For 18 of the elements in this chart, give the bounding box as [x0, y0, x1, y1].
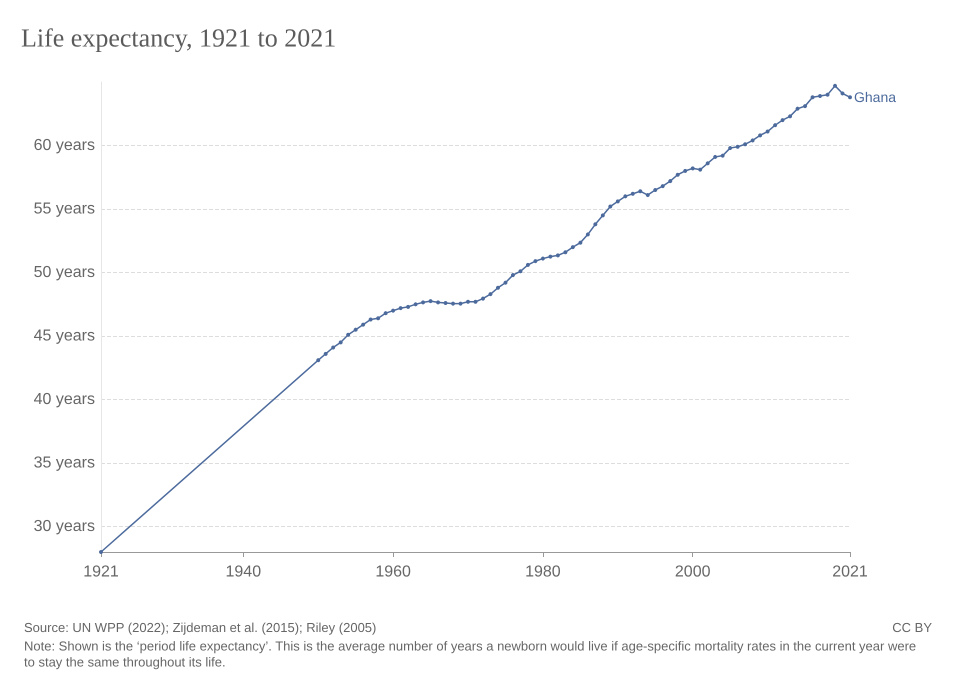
x-tick-label: 1960	[375, 564, 412, 580]
x-tick-label: 2000	[674, 564, 711, 580]
y-tick-label: 45 years	[34, 328, 95, 345]
x-tick-label: 2021	[832, 564, 868, 580]
chart-title: Life expectancy, 1921 to 2021	[21, 24, 336, 52]
text: CC BY	[892, 620, 932, 635]
source-note: Source: UN WPP (2022); Zijdeman et al. (2015); Riley (2005)	[24, 620, 376, 635]
x-tick-label: 1921	[83, 564, 119, 580]
y-tick-label: 35 years	[34, 454, 95, 472]
x-tick-label: 1980	[525, 564, 561, 580]
text: Note: Shown is the ‘period life expectancy’. This is the average number of years a newborn would live if age-specific mortality rates in the current year were to stay the same throughout its life.	[24, 638, 920, 670]
y-tick-label: 30 years	[34, 518, 95, 536]
series-label: Ghana	[854, 89, 896, 106]
y-tick-label: 50 years	[34, 264, 95, 282]
y-tick-label: 55 years	[34, 200, 95, 218]
x-tick-label: 1940	[226, 564, 262, 580]
y-tick-label: 40 years	[34, 391, 95, 408]
y-tick-label: 60 years	[34, 137, 95, 154]
